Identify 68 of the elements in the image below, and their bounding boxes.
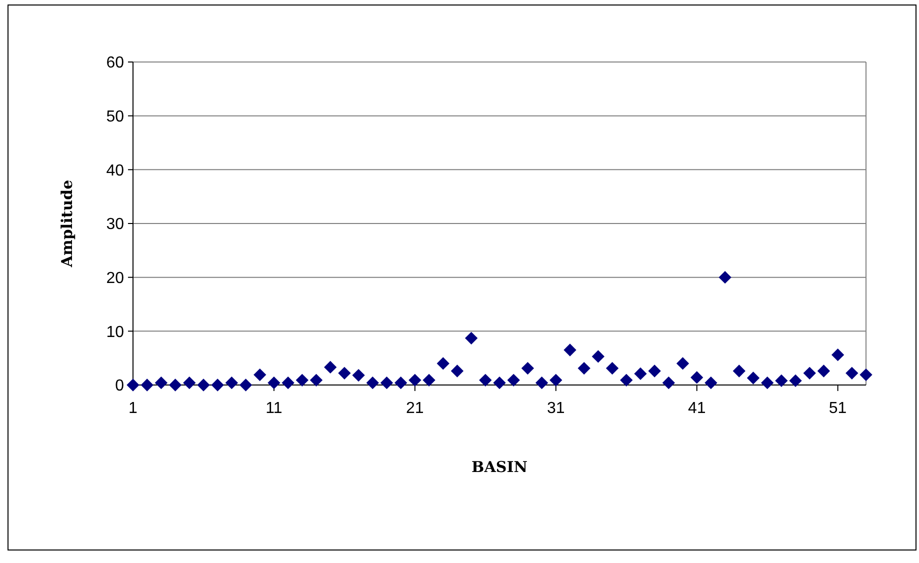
point — [450, 364, 464, 378]
y-tick-label: 50 — [106, 108, 124, 126]
point — [464, 332, 478, 344]
x-tick-label: 41 — [688, 400, 706, 417]
point — [140, 378, 154, 392]
point — [197, 378, 210, 392]
x-tick-label: 11 — [266, 400, 282, 417]
point — [126, 378, 140, 392]
point — [493, 376, 506, 390]
point — [239, 378, 252, 392]
y-tick-label: 10 — [106, 324, 124, 341]
point — [211, 378, 224, 392]
point — [296, 374, 308, 386]
point — [422, 374, 436, 386]
point — [154, 376, 168, 390]
point — [254, 368, 266, 382]
point — [183, 376, 196, 390]
point — [479, 374, 492, 386]
point — [817, 364, 830, 378]
point — [366, 376, 379, 390]
point — [676, 357, 690, 370]
point — [550, 374, 562, 386]
point — [732, 364, 746, 378]
x-tick-label: 51 — [828, 400, 847, 417]
point — [338, 366, 351, 380]
point — [380, 376, 394, 390]
point — [592, 350, 604, 363]
point — [718, 271, 732, 284]
point — [268, 376, 280, 390]
point — [860, 368, 872, 382]
point — [789, 374, 802, 388]
point — [564, 344, 576, 356]
x-tick-label: 21 — [406, 400, 424, 417]
point — [408, 374, 422, 386]
point — [507, 374, 520, 386]
point — [310, 374, 323, 386]
point — [535, 376, 548, 390]
point — [648, 364, 661, 378]
point — [324, 360, 337, 374]
point — [394, 376, 408, 390]
x-tick-label: 1 — [128, 400, 138, 417]
point — [225, 376, 238, 390]
point — [578, 362, 590, 375]
point — [704, 376, 718, 390]
x-axis-title: BASIN — [472, 458, 528, 476]
y-tick-label: 60 — [106, 54, 124, 72]
point — [803, 366, 816, 380]
point — [620, 374, 633, 386]
point — [662, 376, 675, 390]
y-tick-label: 30 — [106, 216, 124, 234]
point — [606, 362, 619, 375]
y-tick-label: 40 — [106, 162, 124, 180]
point — [761, 376, 774, 390]
point — [634, 367, 647, 380]
y-tick-label: 0 — [115, 378, 124, 395]
point — [846, 366, 858, 380]
point — [831, 348, 844, 362]
point — [775, 374, 788, 388]
point — [168, 378, 182, 392]
x-tick-label: 31 — [546, 400, 565, 417]
point — [282, 376, 294, 390]
point — [352, 368, 365, 382]
point — [746, 372, 760, 384]
point — [436, 357, 450, 370]
point — [521, 362, 534, 375]
y-axis-title: Amplitude — [58, 180, 76, 268]
y-tick-label: 20 — [106, 270, 124, 287]
point — [690, 371, 704, 384]
